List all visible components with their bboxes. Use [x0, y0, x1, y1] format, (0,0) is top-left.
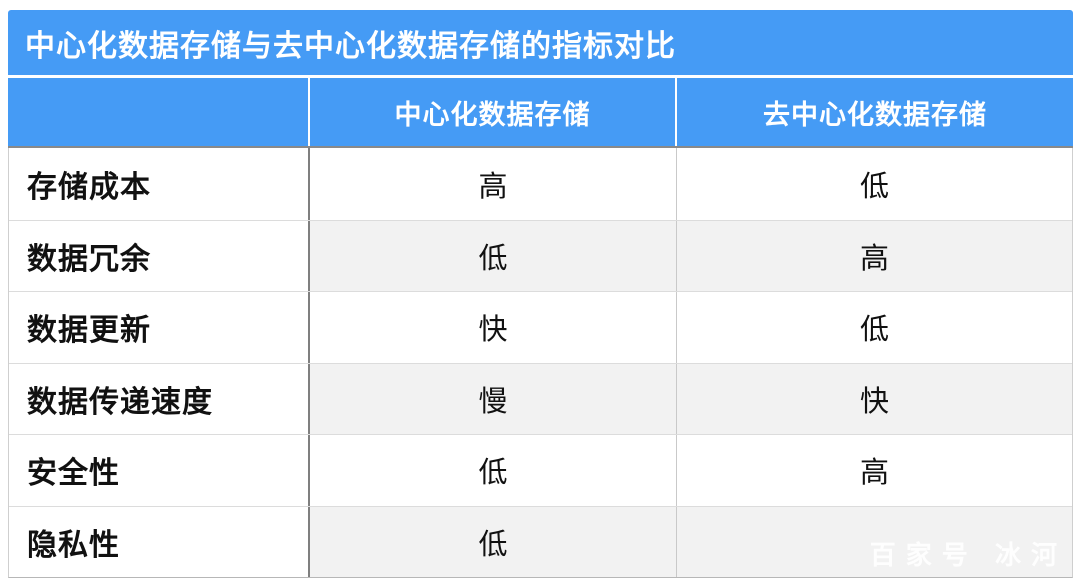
row-label: 存储成本	[9, 148, 310, 220]
table-body: 存储成本 高 低 数据冗余 低 高 数据更新 快 低 数据传递速度 慢 快 安全…	[8, 148, 1073, 578]
row-label: 隐私性	[9, 506, 310, 577]
row-label: 数据传递速度	[9, 363, 310, 434]
decentralized-value: 高	[677, 220, 1072, 291]
table-row: 隐私性 低	[9, 505, 1072, 577]
table-row: 安全性 低 高	[9, 434, 1072, 506]
table-title: 中心化数据存储与去中心化数据存储的指标对比	[25, 29, 676, 63]
header-cell-empty	[8, 78, 310, 146]
comparison-table: 中心化数据存储与去中心化数据存储的指标对比 中心化数据存储 去中心化数据存储 存…	[8, 10, 1073, 578]
centralized-value: 低	[310, 506, 677, 577]
header-cell-centralized: 中心化数据存储	[310, 78, 677, 146]
header-cell-decentralized: 去中心化数据存储	[763, 99, 987, 130]
centralized-value: 低	[310, 435, 677, 506]
centralized-value: 低	[310, 220, 677, 291]
table-row: 数据更新 快 低	[9, 291, 1072, 363]
table-row: 数据冗余 低 高	[9, 219, 1072, 291]
centralized-value: 快	[310, 292, 677, 363]
table-header-row: 中心化数据存储 去中心化数据存储	[8, 78, 1073, 148]
centralized-value: 高	[310, 148, 677, 220]
centralized-value: 慢	[310, 363, 677, 434]
row-label: 数据冗余	[9, 220, 310, 291]
table-title-bar: 中心化数据存储与去中心化数据存储的指标对比	[8, 10, 1073, 75]
decentralized-value	[677, 506, 1072, 577]
row-label: 数据更新	[9, 292, 310, 363]
decentralized-value: 低	[677, 292, 1072, 363]
decentralized-value: 快	[677, 363, 1072, 434]
table-row: 数据传递速度 慢 快	[9, 362, 1072, 434]
row-label: 安全性	[9, 435, 310, 506]
table-row: 存储成本 高 低	[9, 148, 1072, 220]
decentralized-value: 低	[677, 148, 1072, 220]
decentralized-value: 高	[677, 435, 1072, 506]
